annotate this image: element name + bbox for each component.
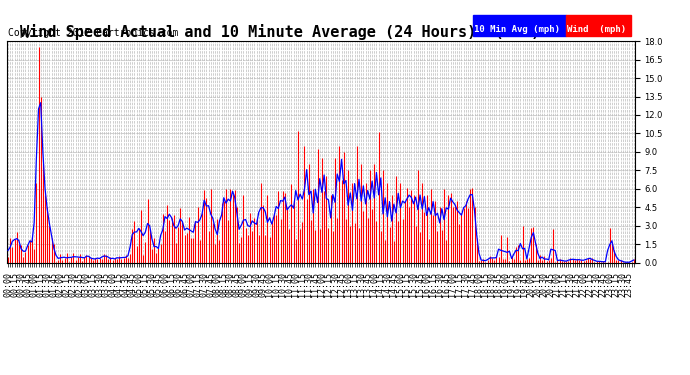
- Text: Copyright 2012 Cartronics.com: Copyright 2012 Cartronics.com: [8, 28, 179, 38]
- Text: Wind  (mph): Wind (mph): [567, 24, 627, 33]
- Text: 10 Min Avg (mph): 10 Min Avg (mph): [474, 24, 560, 33]
- Title: Wind Speed Actual and 10 Minute Average (24 Hours)  (New) 20120705: Wind Speed Actual and 10 Minute Average …: [20, 24, 622, 40]
